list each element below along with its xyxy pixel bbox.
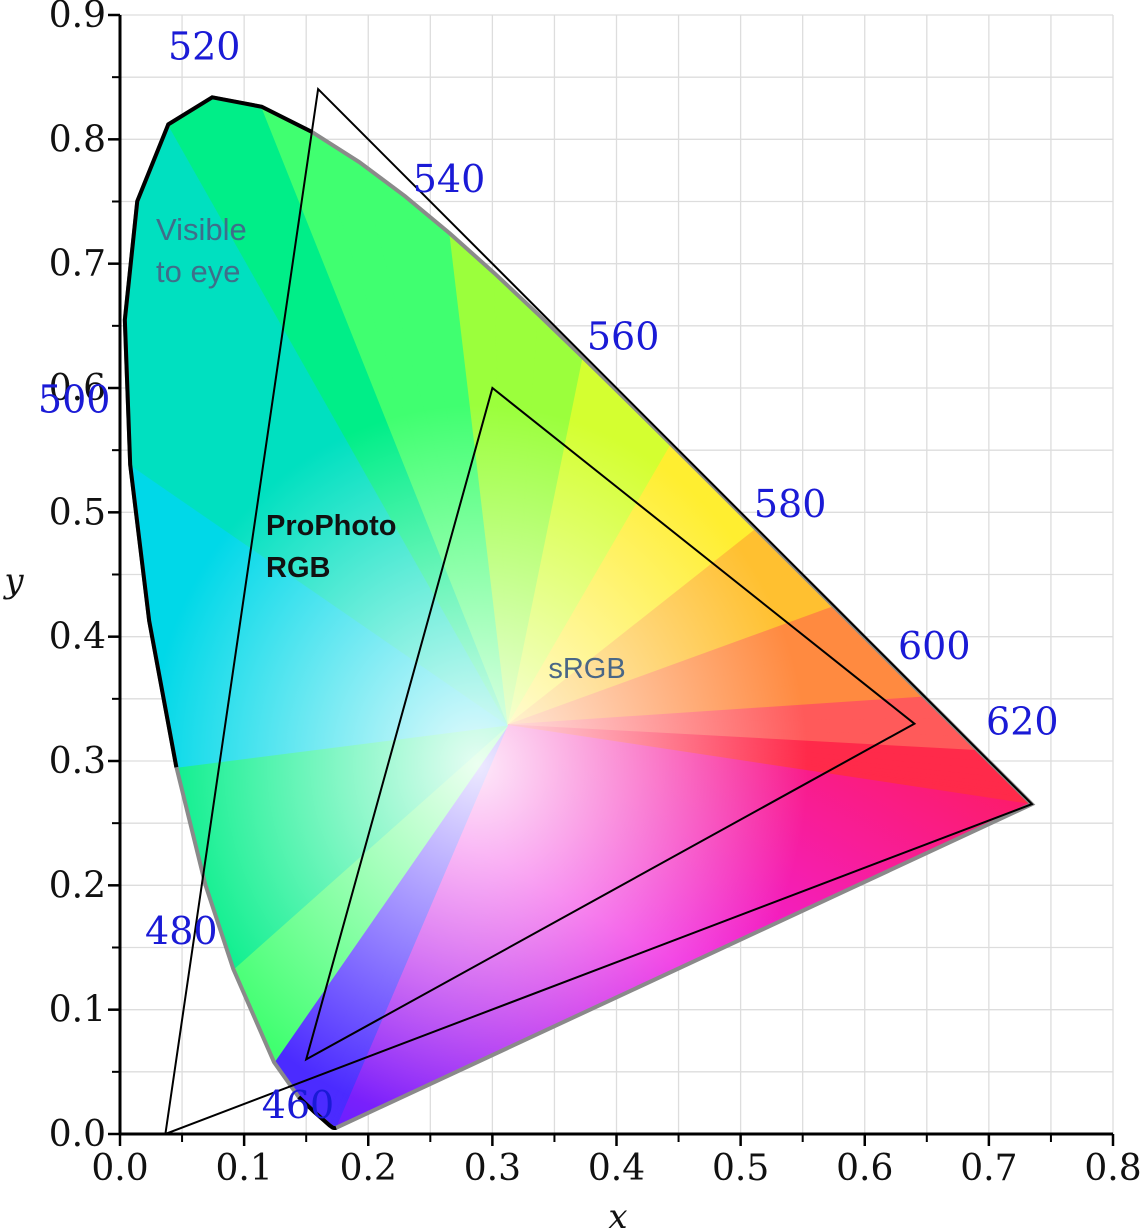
y-tick-label: 0.4 xyxy=(49,617,106,658)
visible-to-eye-label: Visible to eye xyxy=(156,212,255,289)
wavelength-label-560: 560 xyxy=(587,315,660,359)
locus-outline-dark-green xyxy=(122,95,313,768)
y-tick-label: 0.0 xyxy=(49,1114,106,1155)
wavelength-label-600: 600 xyxy=(898,624,971,668)
visible-gamut-fill xyxy=(124,97,1032,1128)
y-tick-label: 0.1 xyxy=(49,990,106,1031)
y-tick-label: 0.2 xyxy=(49,865,106,906)
gamut-triangles xyxy=(164,86,1034,1136)
x-tick-label: 0.3 xyxy=(464,1148,521,1189)
x-axis-title: x xyxy=(608,1197,627,1232)
wavelength-label-580: 580 xyxy=(754,482,827,526)
x-tick-label: 0.2 xyxy=(340,1148,397,1189)
x-tick-label: 0.7 xyxy=(960,1148,1017,1189)
prophoto-rgb-line-1: ProPhoto xyxy=(266,510,397,542)
wavelength-label-500: 500 xyxy=(38,378,111,422)
wavelength-label-480: 480 xyxy=(145,909,218,953)
y-axis-title: y xyxy=(2,561,24,601)
white-point-glow xyxy=(148,404,809,1125)
x-tick-label: 0.1 xyxy=(215,1148,272,1189)
y-tick-label: 0.7 xyxy=(49,244,106,285)
y-tick-label: 0.9 xyxy=(49,0,106,36)
wavelength-label-460: 460 xyxy=(262,1083,335,1127)
x-tick-label: 0.5 xyxy=(712,1148,769,1189)
wavelength-label-520: 520 xyxy=(168,24,241,68)
y-tick-label: 0.3 xyxy=(49,741,106,782)
locus-outline-dark-blue xyxy=(297,1095,337,1131)
y-tick-label: 0.5 xyxy=(49,492,106,533)
srgb-triangle xyxy=(304,386,917,1062)
x-tick-label: 0.0 xyxy=(91,1148,148,1189)
visible-to-eye-line-1: Visible xyxy=(156,212,247,247)
prophoto-rgb-triangle xyxy=(164,86,1034,1136)
x-tick-label: 0.4 xyxy=(588,1148,645,1189)
y-tick-label: 0.6 xyxy=(49,368,106,409)
wavelength-labels: 460 480 500 520 540 560 580 600 620 xyxy=(38,24,1059,1126)
x-tick-label: 0.8 xyxy=(1084,1148,1140,1189)
wavelength-label-540: 540 xyxy=(413,157,486,201)
axes: 0.0 0.1 0.2 0.3 0.4 0.5 0.6 0.7 0.8 0.0 0.1 0.2 0.3 0… xyxy=(49,0,1140,1189)
wavelength-label-620: 620 xyxy=(986,700,1059,744)
y-tick-label: 0.8 xyxy=(49,119,106,160)
srgb-label: sRGB xyxy=(548,653,625,685)
x-tick-label: 0.6 xyxy=(836,1148,893,1189)
prophoto-rgb-label: ProPhoto RGB xyxy=(266,510,405,584)
prophoto-rgb-line-2: RGB xyxy=(266,552,330,584)
visible-to-eye-line-2: to eye xyxy=(156,254,240,289)
